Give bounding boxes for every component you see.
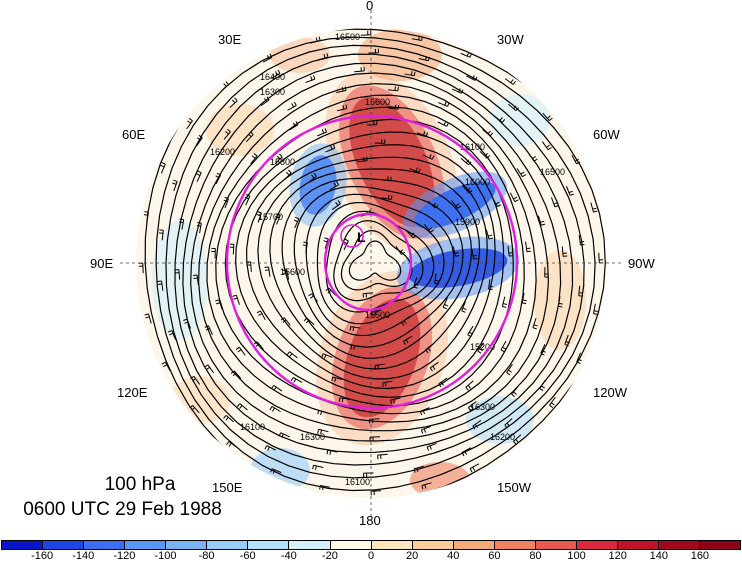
colorbar-swatch (618, 541, 659, 549)
contour-label: 16300 (300, 432, 325, 442)
time-label: 0600 UTC 29 Feb 1988 (5, 499, 240, 521)
contour-label: 16400 (420, 22, 445, 32)
colorbar-tick-label: 100 (567, 550, 585, 562)
contour-label: 16500 (540, 167, 565, 177)
colorbar-swatch (577, 541, 618, 549)
lon-label-120w: 120W (593, 385, 627, 400)
contour-label: 16100 (345, 477, 370, 487)
lon-label-150e: 150E (212, 480, 242, 495)
colorbar-tick-label: 80 (529, 550, 541, 562)
low-pressure-marker: L (357, 229, 366, 245)
colorbar-tick-label: 160 (691, 550, 709, 562)
colorbar-swatch (248, 541, 289, 549)
contour-label: 16300 (470, 402, 495, 412)
contour-label: 15900 (455, 217, 480, 227)
colorbar-tick-label: -20 (322, 550, 338, 562)
colorbar-swatch (495, 541, 536, 549)
colorbar-swatch (207, 541, 248, 549)
contour-label: 16200 (490, 432, 515, 442)
colorbar-swatch (536, 541, 577, 549)
lon-label-150w: 150W (497, 480, 531, 495)
contour-label: 16000 (465, 177, 490, 187)
colorbar-swatch (659, 541, 700, 549)
contour-label: 15500 (365, 310, 390, 320)
lon-label-30w: 30W (497, 32, 524, 47)
lon-label-90w: 90W (628, 256, 655, 271)
colorbar-tick-label: -80 (199, 550, 215, 562)
contour-label: 16400 (260, 72, 285, 82)
colorbar-tick-label: -60 (240, 550, 256, 562)
contour-label: 15800 (270, 157, 295, 167)
anomaly-blob (170, 376, 230, 424)
colorbar-swatch (413, 541, 454, 549)
lon-label-60e: 60E (122, 127, 145, 142)
colorbar-tick-label: 0 (368, 550, 374, 562)
lon-label-0: 0 (366, 0, 373, 13)
colorbar-tick-label: 140 (650, 550, 668, 562)
colorbar-swatch (2, 541, 43, 549)
contour-label: 15700 (258, 212, 283, 222)
colorbar-swatch (84, 541, 125, 549)
colorbar-swatch (454, 541, 495, 549)
colorbar-swatch (125, 541, 166, 549)
lon-label-180: 180 (359, 513, 381, 528)
colorbar-swatch (372, 541, 413, 549)
level-label: 100 hPa (80, 474, 200, 496)
contour-label: 16100 (240, 422, 265, 432)
contour-label: 16100 (460, 142, 485, 152)
lon-label-120e: 120E (117, 385, 147, 400)
map-disc: 16400 16500 16300 16200 16100 16000 15900 15800… (136, 22, 615, 503)
colorbar-tick-label: -140 (72, 550, 94, 562)
colorbar-tick-label: 60 (488, 550, 500, 562)
colorbar-swatch (166, 541, 207, 549)
colorbar-tick-label: 40 (447, 550, 459, 562)
colorbar-tick-label: 20 (406, 550, 418, 562)
contour-label: 16200 (210, 147, 235, 157)
colorbar-swatch (289, 541, 330, 549)
contour-label: 16500 (335, 32, 360, 42)
colorbar-tick-label: -40 (281, 550, 297, 562)
colorbar (1, 540, 741, 550)
colorbar-tick-label: -160 (31, 550, 53, 562)
colorbar-tick-label: 120 (608, 550, 626, 562)
lon-label-90e: 90E (90, 256, 113, 271)
colorbar-tick-label: -100 (154, 550, 176, 562)
lon-label-30e: 30E (218, 32, 241, 47)
colorbar-swatch (331, 541, 372, 549)
contour-label: 15600 (280, 267, 305, 277)
colorbar-tick-label: -120 (113, 550, 135, 562)
contour-label: 16600 (365, 97, 390, 107)
lon-label-60w: 60W (593, 127, 620, 142)
contour-label: 16300 (260, 87, 285, 97)
colorbar-swatch (43, 541, 84, 549)
colorbar-swatch (700, 541, 740, 549)
